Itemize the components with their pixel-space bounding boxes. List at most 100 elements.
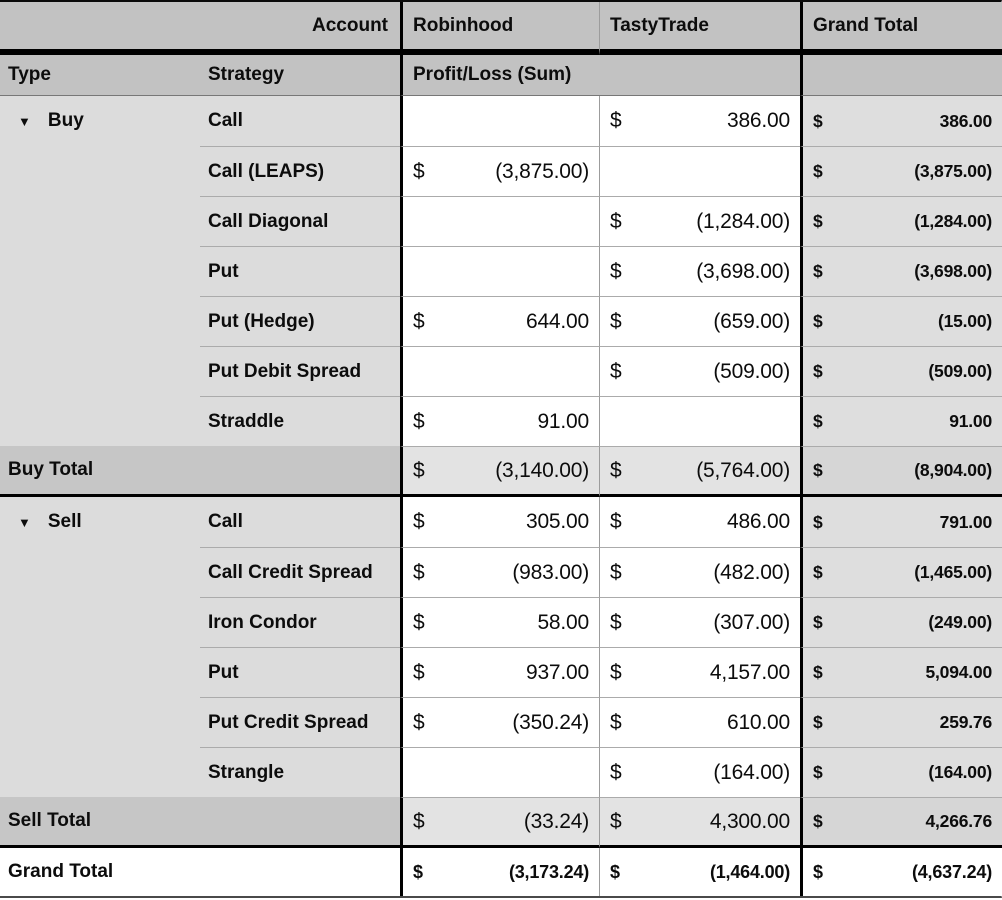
value-cell-tastytrade[interactable]: $ (482.00) [599,547,800,597]
strategy-label: Iron Condor [208,611,317,633]
strategy-cell[interactable]: Straddle [200,396,400,446]
strategy-cell[interactable]: Iron Condor [200,597,400,647]
buy-total-grand-total[interactable]: $ (8,904.00) [800,446,1002,497]
strategy-cell[interactable]: Put Debit Spread [200,346,400,396]
strategy-cell[interactable]: Call (LEAPS) [200,146,400,196]
amount: (1,464.00) [709,861,790,882]
strategy-cell[interactable]: Strangle [200,747,400,797]
value-cell-robinhood[interactable]: $ (983.00) [400,547,599,597]
currency-symbol: $ [813,110,823,131]
sell-total-label[interactable]: Sell Total [0,797,400,848]
amount: (3,875.00) [914,161,992,181]
value-cell-tastytrade[interactable]: $ (307.00) [599,597,800,647]
collapse-triangle-icon[interactable]: ▼ [18,514,31,530]
value-cell-robinhood[interactable]: $58.00 [400,597,599,647]
amount: (5,764.00) [696,458,790,482]
value-cell-grand-total[interactable]: $ (164.00) [800,747,1002,797]
value-cell-robinhood[interactable]: $ (3,875.00) [400,146,599,196]
currency-symbol: $ [813,261,823,281]
currency-symbol: $ [610,560,622,584]
strategy-cell[interactable]: Call [200,96,400,146]
grand-total-column-header[interactable]: Grand Total [800,2,1002,55]
account-corner-header[interactable]: Account [0,2,400,55]
amount: (164.00) [713,760,790,784]
strategy-header-label: Strategy [208,64,285,85]
value-cell-robinhood[interactable]: $ (350.24) [400,697,599,747]
strategy-cell[interactable]: Call [200,497,400,547]
value-cell-robinhood[interactable] [400,346,599,396]
buy-total-tastytrade[interactable]: $ (5,764.00) [599,446,800,497]
value-cell-tastytrade[interactable]: $386.00 [599,96,800,146]
value-cell-grand-total[interactable]: $ (15.00) [800,296,1002,346]
value-cell-grand-total[interactable]: $791.00 [800,497,1002,547]
amount: (15.00) [937,311,992,331]
measure-header-label: Profit/Loss (Sum) [413,64,572,85]
value-cell-tastytrade[interactable]: $ (509.00) [599,346,800,396]
strategy-cell[interactable]: Put Credit Spread [200,697,400,747]
amount: 4,157.00 [709,660,790,684]
strategy-label: Put Debit Spread [208,360,362,382]
value-cell-grand-total[interactable]: $ (3,875.00) [800,146,1002,196]
currency-symbol: $ [813,762,823,782]
value-cell-tastytrade[interactable]: $ (659.00) [599,296,800,346]
strategy-cell[interactable]: Put [200,647,400,697]
currency-symbol: $ [813,161,823,181]
value-cell-grand-total[interactable]: $ (249.00) [800,597,1002,647]
value-cell-robinhood[interactable] [400,747,599,797]
value-cell-robinhood[interactable] [400,246,599,296]
value-cell-tastytrade[interactable] [599,146,800,196]
type-group-buy[interactable]: ▼ Buy [0,96,200,446]
value-cell-grand-total[interactable]: $5,094.00 [800,647,1002,697]
value-cell-robinhood[interactable]: $937.00 [400,647,599,697]
collapse-triangle-icon[interactable]: ▼ [18,113,31,129]
value-cell-grand-total[interactable]: $ (1,284.00) [800,196,1002,246]
grand-total-grand-total[interactable]: $ (4,637.24) [800,848,1002,896]
grand-total-robinhood[interactable]: $ (3,173.24) [400,848,599,896]
currency-symbol: $ [813,311,823,331]
value-cell-grand-total[interactable]: $91.00 [800,396,1002,446]
strategy-cell[interactable]: Put [200,246,400,296]
value-cell-tastytrade[interactable]: $4,157.00 [599,647,800,697]
robinhood-column-header[interactable]: Robinhood [400,2,599,55]
grand-total-empty-header[interactable] [800,55,1002,96]
currency-symbol: $ [413,710,425,734]
value-cell-robinhood[interactable] [400,196,599,246]
value-cell-robinhood[interactable]: $305.00 [400,497,599,547]
strategy-header[interactable]: Strategy [200,55,400,96]
value-cell-robinhood[interactable] [400,96,599,146]
buy-total-label[interactable]: Buy Total [0,446,400,497]
value-cell-grand-total[interactable]: $259.76 [800,697,1002,747]
value-cell-tastytrade[interactable]: $ (3,698.00) [599,246,800,296]
strategy-cell[interactable]: Call Diagonal [200,196,400,246]
tastytrade-column-header[interactable]: TastyTrade [599,2,800,55]
strategy-cell[interactable]: Call Credit Spread [200,547,400,597]
currency-symbol: $ [610,710,622,734]
grand-total-row-label[interactable]: Grand Total [0,848,400,896]
value-cell-tastytrade[interactable]: $610.00 [599,697,800,747]
buy-total-robinhood[interactable]: $ (3,140.00) [400,446,599,497]
currency-symbol: $ [610,309,622,333]
value-cell-robinhood[interactable]: $644.00 [400,296,599,346]
value-cell-tastytrade[interactable]: $ (164.00) [599,747,800,797]
type-group-sell[interactable]: ▼ Sell [0,497,200,797]
amount: (3,698.00) [914,261,992,281]
measure-header[interactable]: Profit/Loss (Sum) [400,55,800,96]
amount: (4,637.24) [911,861,992,882]
sell-total-robinhood[interactable]: $ (33.24) [400,797,599,848]
sell-total-grand-total[interactable]: $4,266.76 [800,797,1002,848]
value-cell-grand-total[interactable]: $ (509.00) [800,346,1002,396]
value-cell-grand-total[interactable]: $ (3,698.00) [800,246,1002,296]
type-header[interactable]: Type [0,55,200,96]
value-cell-tastytrade[interactable]: $486.00 [599,497,800,547]
value-cell-tastytrade[interactable] [599,396,800,446]
value-cell-grand-total[interactable]: $386.00 [800,96,1002,146]
value-cell-tastytrade[interactable]: $ (1,284.00) [599,196,800,246]
sell-total-tastytrade[interactable]: $4,300.00 [599,797,800,848]
value-cell-robinhood[interactable]: $91.00 [400,396,599,446]
grand-total-tastytrade[interactable]: $ (1,464.00) [599,848,800,896]
amount: 5,094.00 [925,662,992,682]
currency-symbol: $ [413,861,424,882]
strategy-cell[interactable]: Put (Hedge) [200,296,400,346]
value-cell-grand-total[interactable]: $ (1,465.00) [800,547,1002,597]
